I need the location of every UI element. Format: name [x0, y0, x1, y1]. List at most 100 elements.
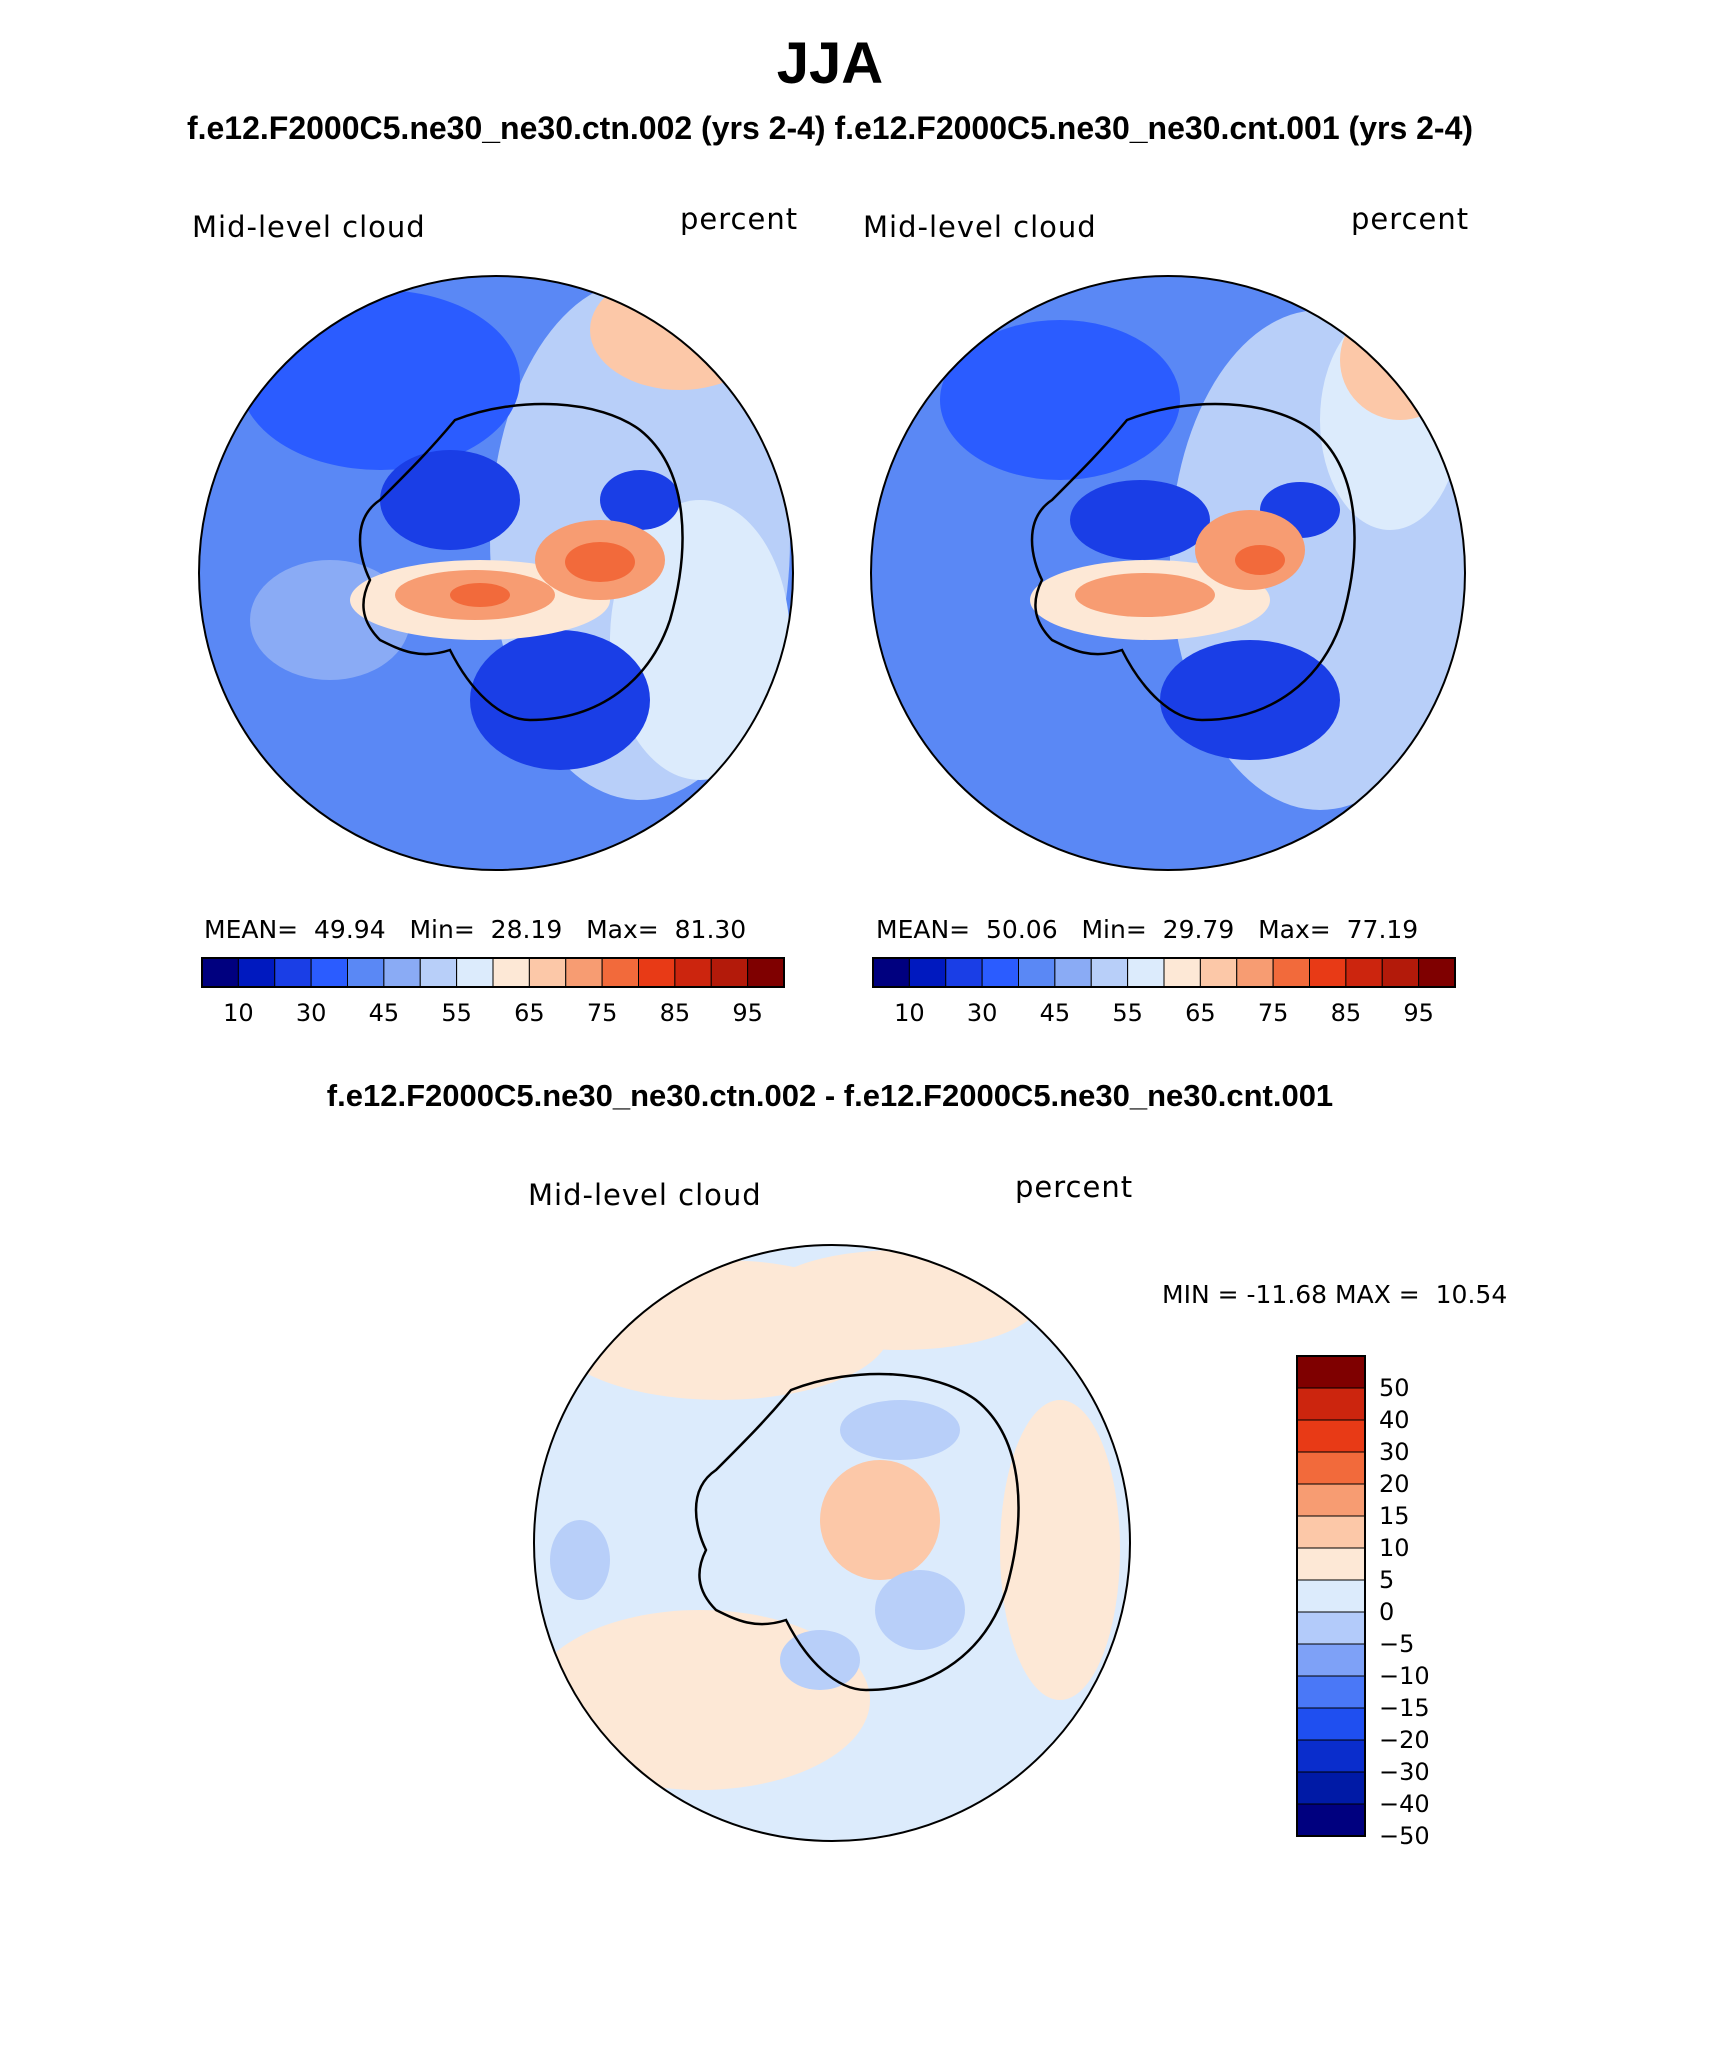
panel2-colorbar-tick-label: 65	[1185, 999, 1216, 1027]
panel2-colorbar-swatch	[872, 957, 910, 988]
panel1-colorbar: 10 30 45 55 65 75 85 95	[201, 957, 785, 1027]
panel1-min-value: 28.19	[490, 915, 563, 944]
panel3-units-label: percent	[1015, 1170, 1134, 1204]
panel1-colorbar-swatch	[347, 957, 385, 988]
panel2-map-outline	[870, 275, 1466, 871]
panel2-colorbar-swatch	[945, 957, 983, 988]
panel2-colorbar: 10 30 45 55 65 75 85 95	[872, 957, 1456, 1027]
panel2-colorbar-tick-label: 30	[967, 999, 998, 1027]
panel3-colorbar-swatch	[1296, 1547, 1366, 1581]
panel2-min-label: Min=	[1081, 915, 1147, 944]
panel3-colorbar-tick-label: −50	[1379, 1822, 1430, 1850]
panel2-colorbar-tick-label: 95	[1403, 999, 1434, 1027]
panel3-max-label: MAX =	[1335, 1280, 1420, 1309]
panel1-colorbar-swatch	[310, 957, 348, 988]
panel1-colorbar-tick-label: 30	[296, 999, 327, 1027]
panel3-colorbar-tick-label: −30	[1379, 1758, 1430, 1786]
panel1-units-label: percent	[680, 202, 799, 236]
panel2-colorbar-swatch	[1090, 957, 1129, 988]
panel1-colorbar-tick-label: 95	[732, 999, 763, 1027]
panel1-antarctica-coastline	[358, 402, 684, 722]
panel1-colorbar-swatch	[674, 957, 712, 988]
panel3-colorbar-tick-label: 30	[1379, 1438, 1410, 1466]
panel3-colorbar-tick-label: −10	[1379, 1662, 1430, 1690]
panel2-colorbar-swatch	[1018, 957, 1056, 988]
panel1-colorbar-frame	[201, 957, 785, 988]
panel1-variable-label: Mid-level cloud	[192, 210, 426, 244]
panel3-min-value: -11.68	[1246, 1280, 1328, 1309]
panel3-colorbar-swatch	[1296, 1675, 1366, 1709]
panel1-colorbar-swatch	[237, 957, 276, 988]
panel3-variable-label: Mid-level cloud	[528, 1178, 762, 1212]
panel2-antarctica-coastline	[1030, 402, 1356, 722]
panel3-colorbar-tick-label: 20	[1379, 1470, 1410, 1498]
panel3-max-value: 10.54	[1435, 1280, 1508, 1309]
panel3-colorbar-swatch	[1296, 1355, 1366, 1389]
cases-subtitle: f.e12.F2000C5.ne30_ne30.ctn.002 (yrs 2-4…	[186, 110, 1474, 146]
panel3-colorbar-tick-label: 5	[1379, 1566, 1394, 1594]
panel2-colorbar-swatch	[1272, 957, 1310, 988]
panel2-colorbar-swatch	[1163, 957, 1201, 988]
panel1-colorbar-swatch	[528, 957, 567, 988]
panel2-colorbar-swatch	[1381, 957, 1420, 988]
panel3-map	[534, 1245, 1130, 1841]
panel2-stats: MEAN= 50.06 Min= 29.79 Max= 77.19	[876, 915, 1418, 944]
panel3-colorbar-swatch	[1296, 1483, 1366, 1517]
panel1-stats: MEAN= 49.94 Min= 28.19 Max= 81.30	[204, 915, 746, 944]
panel2-colorbar-swatch	[1199, 957, 1238, 988]
panel1-colorbar-swatch	[601, 957, 639, 988]
panel3-colorbar-tick-label: −40	[1379, 1790, 1430, 1818]
panel1-colorbar-swatch	[710, 957, 749, 988]
panel3-colorbar-tick-label: 15	[1379, 1502, 1410, 1530]
panel3-colorbar-frame	[1296, 1355, 1366, 1837]
panel2-colorbar-swatch	[1127, 957, 1165, 988]
panel3-colorbar-tick-label: −15	[1379, 1694, 1430, 1722]
panel1-colorbar-swatch	[383, 957, 421, 988]
panel2-colorbar-swatch	[981, 957, 1019, 988]
panel3-colorbar-swatch	[1296, 1579, 1366, 1613]
panel1-colorbar-swatch	[456, 957, 494, 988]
panel1-colorbar-swatch	[747, 957, 785, 988]
panel3-colorbar-swatch	[1296, 1803, 1366, 1837]
panel2-colorbar-swatch	[908, 957, 947, 988]
panel2-mean-value: 50.06	[986, 915, 1058, 944]
panel3-colorbar-tick-label: −5	[1379, 1630, 1414, 1658]
panel3-antarctica-coastline	[694, 1372, 1020, 1692]
panel2-colorbar-tick-label: 10	[894, 999, 925, 1027]
panel2-colorbar-tick-label: 55	[1112, 999, 1143, 1027]
panel1-colorbar-tick-label: 65	[514, 999, 545, 1027]
panel3-colorbar-swatch	[1296, 1643, 1366, 1677]
panel3-colorbar-swatch	[1296, 1515, 1366, 1549]
panel1-colorbar-tick-label: 10	[223, 999, 254, 1027]
panel2-colorbar-swatch	[1236, 957, 1274, 988]
panel3-colorbar-swatch	[1296, 1387, 1366, 1421]
panel1-mean-value: 49.94	[314, 915, 386, 944]
panel3-stats: MIN = -11.68 MAX = 10.54	[1162, 1280, 1507, 1309]
panel2-colorbar-swatch	[1309, 957, 1347, 988]
panel2-max-value: 77.19	[1346, 915, 1419, 944]
panel2-min-value: 29.79	[1162, 915, 1235, 944]
panel2-max-label: Max=	[1258, 915, 1331, 944]
panel3-map-outline	[533, 1244, 1131, 1842]
panel1-colorbar-swatch	[638, 957, 676, 988]
panel1-colorbar-tick-label: 85	[660, 999, 691, 1027]
panel1-colorbar-tick-label: 75	[587, 999, 618, 1027]
panel1-colorbar-swatch	[565, 957, 603, 988]
panel1-min-label: Min=	[409, 915, 475, 944]
panel2-colorbar-swatch	[1418, 957, 1456, 988]
panel3-min-label: MIN =	[1162, 1280, 1239, 1309]
panel1-colorbar-swatch	[492, 957, 530, 988]
panel1-colorbar-swatch	[201, 957, 239, 988]
panel2-colorbar-tick-label: 75	[1258, 999, 1289, 1027]
figure-title: JJA	[776, 31, 884, 96]
panel2-mean-label: MEAN=	[876, 915, 971, 944]
panel3-colorbar-tick-label: 40	[1379, 1406, 1410, 1434]
panel2-colorbar-tick-label: 85	[1331, 999, 1362, 1027]
panel3-colorbar-swatch	[1296, 1771, 1366, 1805]
panel2-units-label: percent	[1351, 202, 1470, 236]
panel3-colorbar-tick-label: 0	[1379, 1598, 1394, 1626]
panel3-colorbar-tick-label: 50	[1379, 1374, 1410, 1402]
panel1-max-label: Max=	[586, 915, 659, 944]
